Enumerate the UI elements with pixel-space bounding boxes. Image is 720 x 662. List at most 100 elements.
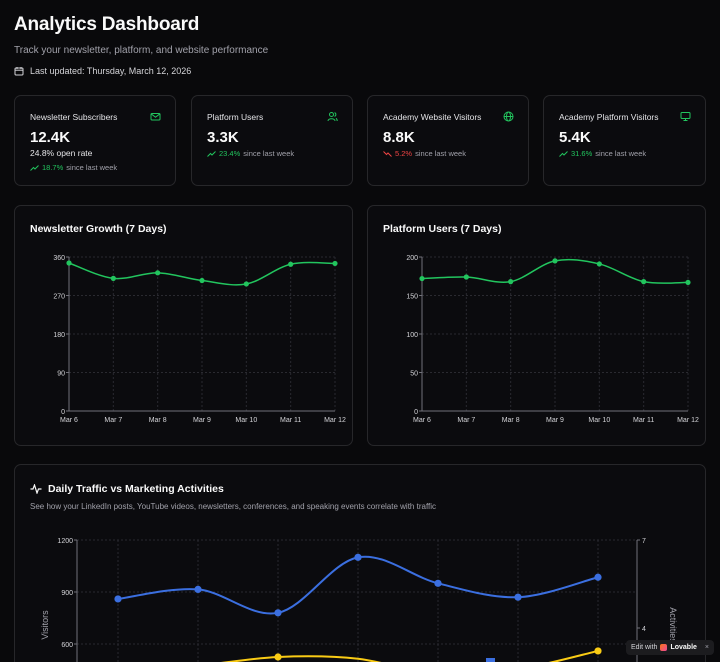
users-icon (327, 112, 338, 122)
y-tick-label: 0 (414, 409, 418, 416)
data-point (155, 270, 161, 276)
x-tick-label: Mar 11 (280, 417, 301, 424)
y2-axis-label: Activities (668, 607, 678, 643)
stat-change-suffix: since last week (66, 163, 118, 172)
y-axis-label: Visitors (40, 610, 50, 640)
stat-card-academy-website: Academy Website Visitors 8.8K 5.2% since… (367, 95, 529, 186)
daily-traffic-title: Daily Traffic vs Marketing Activities (30, 483, 224, 495)
stat-change: 18.7% since last week (30, 163, 117, 172)
y-tick-label: 180 (53, 332, 65, 339)
y-tick-label: 900 (61, 590, 73, 597)
chart-title: Platform Users (7 Days) (383, 223, 502, 235)
daily-traffic-card: Daily Traffic vs Marketing Activities Se… (14, 464, 706, 662)
data-point (288, 261, 294, 267)
x-tick-label: Mar 8 (149, 417, 167, 424)
chart-title: Newsletter Growth (7 Days) (30, 223, 167, 235)
stat-value: 5.4K (559, 129, 591, 146)
data-point (66, 260, 72, 266)
data-point (596, 261, 602, 267)
x-tick-label: Mar 8 (502, 417, 520, 424)
stat-value: 3.3K (207, 129, 239, 146)
data-point (243, 281, 249, 287)
platform-users-chart: 0 50 100 150 200 Mar 6 Mar 7 Mar 8 Mar 9 Mar 10 Ma… (406, 255, 699, 424)
trend-down-icon (383, 150, 392, 157)
y-tick-label: 0 (61, 409, 65, 416)
stat-label: Newsletter Subscribers (30, 112, 118, 122)
newsletter-growth-card: Newsletter Growth (7 Days) 0 90 180 270 360 M… (14, 205, 353, 446)
x-tick-label: Mar 12 (324, 417, 346, 424)
y-tick-label: 360 (53, 255, 65, 262)
data-point (685, 279, 691, 286)
stat-change-value: 23.4% (219, 149, 241, 158)
newsletter-growth-chart: 0 90 180 270 360 Mar 6 Mar 7 Mar 8 Mar 9 Mar 10 Ma… (53, 255, 346, 424)
stat-change-suffix: since last week (595, 149, 647, 158)
stat-change-suffix: since last week (415, 149, 466, 158)
stat-card-newsletter: Newsletter Subscribers 12.4K 24.8% open … (14, 95, 176, 186)
activity-marker (486, 658, 495, 662)
stat-change-value: 31.6% (571, 149, 593, 158)
visitors-point (274, 609, 282, 617)
stat-change: 31.6% since last week (559, 149, 646, 158)
x-tick-label: Mar 10 (235, 417, 257, 424)
stat-card-platform-users: Platform Users 3.3K 23.4% since last wee… (191, 95, 353, 186)
x-tick-label: Mar 11 (633, 417, 654, 424)
data-point (419, 275, 425, 282)
x-tick-label: Mar 6 (60, 417, 78, 424)
y-tick-label: 90 (57, 371, 65, 378)
data-point (463, 274, 469, 280)
stat-change: 23.4% since last week (207, 149, 294, 158)
stat-label: Academy Platform Visitors (559, 112, 659, 122)
visitors-point (354, 553, 362, 561)
page-title: Analytics Dashboard (14, 14, 200, 35)
visitors-point (594, 573, 602, 581)
x-tick-label: Mar 12 (677, 417, 699, 424)
daily-traffic-chart: 600 900 1200 4 7 Visitors Activities (40, 538, 678, 662)
lovable-logo-icon (660, 644, 668, 651)
y2-tick-label: 4 (642, 626, 646, 633)
chart-subtitle: See how your LinkedIn posts, YouTube vid… (30, 502, 437, 511)
x-tick-label: Mar 6 (413, 417, 431, 424)
trend-up-icon (30, 164, 39, 171)
trend-up-icon (207, 150, 216, 157)
activity-point (594, 647, 602, 655)
stat-sub: 24.8% open rate (30, 148, 93, 158)
stat-value: 8.8K (383, 129, 415, 146)
x-tick-label: Mar 10 (588, 417, 610, 424)
page-header: Analytics Dashboard Track your newslette… (14, 14, 268, 56)
data-point (332, 260, 338, 267)
chart-title: Daily Traffic vs Marketing Activities (48, 483, 224, 495)
x-tick-label: Mar 7 (104, 417, 122, 424)
stat-value: 12.4K (30, 129, 71, 146)
activity-line (221, 649, 599, 662)
close-icon[interactable]: × (704, 644, 709, 651)
y-tick-label: 150 (406, 294, 418, 301)
x-tick-label: Mar 7 (457, 417, 475, 424)
x-tick-label: Mar 9 (193, 417, 211, 424)
stat-card-academy-platform: Academy Platform Visitors 5.4K 31.6% sin… (543, 95, 706, 186)
y-tick-label: 100 (406, 332, 418, 339)
stat-change: 5.2% since last week (383, 149, 466, 158)
visitors-point (514, 593, 522, 601)
y-tick-label: 270 (53, 294, 65, 301)
globe-icon (503, 111, 514, 122)
y-tick-label: 200 (406, 255, 418, 262)
calendar-icon (14, 67, 24, 76)
stat-label: Academy Website Visitors (383, 112, 482, 122)
y-tick-label: 1200 (57, 538, 73, 545)
data-point (199, 277, 205, 284)
edit-with-lovable-badge[interactable]: Edit with Lovable × (626, 640, 714, 655)
page-subtitle: Track your newsletter, platform, and web… (14, 45, 269, 56)
data-point (508, 279, 514, 285)
mail-icon (150, 113, 161, 121)
y-tick-label: 600 (61, 642, 73, 649)
last-updated-text: Last updated: Thursday, March 12, 2026 (30, 66, 192, 76)
last-updated: Last updated: Thursday, March 12, 2026 (14, 66, 191, 76)
visitors-point (194, 585, 202, 593)
trend-up-icon (559, 150, 568, 157)
monitor-icon (680, 112, 691, 121)
badge-brand: Lovable (670, 644, 697, 651)
activity-icon (30, 484, 42, 494)
visitors-point (434, 579, 442, 587)
data-point (641, 279, 647, 285)
platform-users-card: Platform Users (7 Days) 0 50 100 150 200 Mar … (367, 205, 706, 446)
